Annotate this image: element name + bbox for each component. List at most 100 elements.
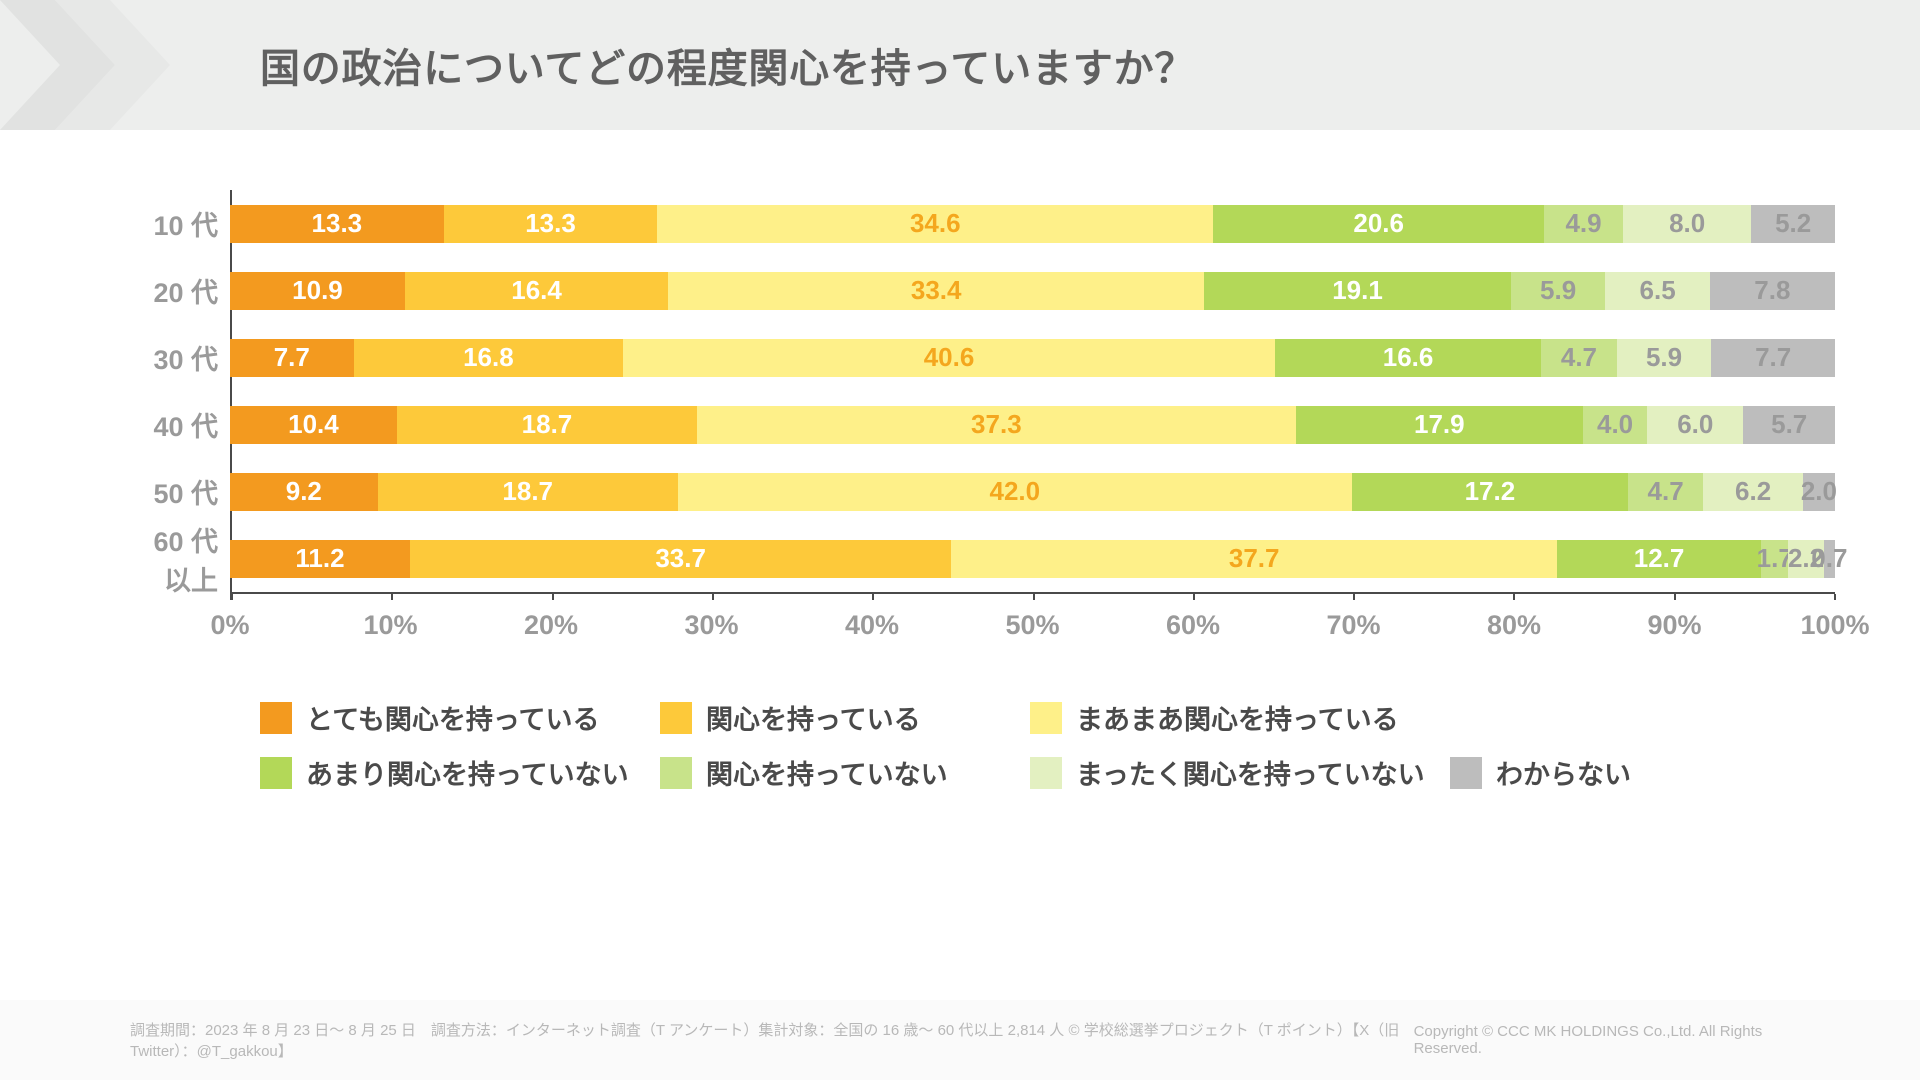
bar-segment: 12.7	[1557, 540, 1761, 578]
bar-track: 9.218.742.017.24.76.22.0	[230, 473, 1835, 511]
footer-left: 調査期間：2023 年 8 月 23 日～ 8 月 25 日 調査方法：インター…	[130, 1019, 1414, 1061]
tick-label: 0%	[210, 610, 249, 641]
chart-row: 60 代以上11.233.737.712.71.72.20.7	[130, 525, 1835, 592]
legend: とても関心を持っている 関心を持っている まあまあ関心を持っているあまり関心を持って…	[260, 690, 1740, 800]
bar-segment: 37.7	[951, 540, 1557, 578]
bar-segment: 6.2	[1703, 473, 1803, 511]
legend-label: あまり関心を持っていない	[306, 753, 629, 792]
bar-segment: 4.0	[1583, 406, 1647, 444]
page-title: 国の政治についてどの程度関心を持っていますか？	[260, 36, 1195, 94]
bar-segment: 17.2	[1352, 473, 1628, 511]
tick-label: 80%	[1487, 610, 1541, 641]
chart-row: 10 代13.313.334.620.64.98.05.2	[130, 190, 1835, 257]
bar-segment: 42.0	[678, 473, 1352, 511]
bar-segment: 16.8	[354, 339, 624, 377]
legend-label: とても関心を持っている	[306, 698, 600, 737]
legend-row: あまり関心を持っていない 関心を持っていない まったく関心を持っていない わからない	[260, 745, 1740, 800]
tick-label: 90%	[1647, 610, 1701, 641]
bar-track: 11.233.737.712.71.72.20.7	[230, 540, 1835, 578]
bar-segment: 20.6	[1213, 205, 1544, 243]
legend-swatch	[660, 757, 692, 789]
legend-item: わからない	[1450, 753, 1710, 792]
bar-segment: 6.0	[1647, 406, 1743, 444]
bar-segment: 37.3	[697, 406, 1296, 444]
category-label: 10 代	[130, 204, 230, 243]
bar-segment: 5.9	[1511, 272, 1606, 310]
legend-label: まったく関心を持っていない	[1076, 753, 1425, 792]
tick-label: 20%	[524, 610, 578, 641]
legend-label: わからない	[1496, 753, 1631, 792]
bar-segment: 4.9	[1544, 205, 1623, 243]
bar-segment: 5.2	[1751, 205, 1835, 243]
bar-segment: 4.7	[1541, 339, 1616, 377]
bar-segment: 0.7	[1824, 540, 1835, 578]
legend-swatch	[660, 702, 692, 734]
category-label: 50 代	[130, 472, 230, 511]
bar-segment: 9.2	[230, 473, 378, 511]
tick-label: 100%	[1800, 610, 1869, 641]
y-axis	[230, 190, 232, 592]
bar-segment: 8.0	[1623, 205, 1752, 243]
bar-segment: 7.7	[1711, 339, 1835, 377]
tick-label: 40%	[845, 610, 899, 641]
chevron-decoration	[0, 0, 200, 130]
bar-segment: 1.7	[1761, 540, 1788, 578]
category-label: 60 代以上	[130, 520, 230, 598]
legend-swatch	[260, 757, 292, 789]
bar-segment: 10.4	[230, 406, 397, 444]
legend-swatch	[1030, 757, 1062, 789]
bar-segment: 16.4	[405, 272, 668, 310]
bar-segment: 33.4	[668, 272, 1204, 310]
footer-right: Copyright © CCC MK HOLDINGS Co.,Ltd. All…	[1414, 1023, 1790, 1057]
tick-label: 60%	[1166, 610, 1220, 641]
tick-label: 30%	[684, 610, 738, 641]
tick-label: 50%	[1005, 610, 1059, 641]
bar-segment: 40.6	[623, 339, 1275, 377]
legend-item: 関心を持っていない	[660, 753, 1030, 792]
bar-track: 10.916.433.419.15.96.57.8	[230, 272, 1835, 310]
bar-segment: 17.9	[1296, 406, 1583, 444]
legend-swatch	[1450, 757, 1482, 789]
legend-item: まあまあ関心を持っている	[1030, 698, 1450, 737]
category-label: 20 代	[130, 271, 230, 310]
bar-segment: 13.3	[230, 205, 444, 243]
bar-segment: 7.7	[230, 339, 354, 377]
category-label: 40 代	[130, 405, 230, 444]
legend-item: 関心を持っている	[660, 698, 1030, 737]
bar-segment: 2.0	[1803, 473, 1835, 511]
chart-row: 40 代10.418.737.317.94.06.05.7	[130, 391, 1835, 458]
bar-segment: 4.7	[1628, 473, 1703, 511]
category-label: 30 代	[130, 338, 230, 377]
bar-segment: 13.3	[444, 205, 658, 243]
legend-item: まったく関心を持っていない	[1030, 753, 1450, 792]
bar-segment: 5.7	[1743, 406, 1834, 444]
bar-segment: 7.8	[1710, 272, 1835, 310]
tick-label: 70%	[1326, 610, 1380, 641]
legend-item: あまり関心を持っていない	[260, 753, 660, 792]
legend-item: とても関心を持っている	[260, 698, 660, 737]
header: 国の政治についてどの程度関心を持っていますか？	[0, 0, 1920, 130]
stacked-bar-chart: 10 代13.313.334.620.64.98.05.220 代10.916.…	[130, 190, 1835, 640]
bar-segment: 18.7	[378, 473, 678, 511]
bar-segment: 5.9	[1617, 339, 1712, 377]
bar-segment: 16.6	[1275, 339, 1541, 377]
legend-label: 関心を持っている	[706, 698, 921, 737]
chart-row: 50 代9.218.742.017.24.76.22.0	[130, 458, 1835, 525]
legend-row: とても関心を持っている 関心を持っている まあまあ関心を持っている	[260, 690, 1740, 745]
chart-row: 30 代7.716.840.616.64.75.97.7	[130, 324, 1835, 391]
bar-track: 10.418.737.317.94.06.05.7	[230, 406, 1835, 444]
legend-swatch	[1030, 702, 1062, 734]
legend-label: まあまあ関心を持っている	[1076, 698, 1399, 737]
bar-segment: 10.9	[230, 272, 405, 310]
bar-segment: 18.7	[397, 406, 697, 444]
bar-segment: 34.6	[657, 205, 1213, 243]
legend-swatch	[260, 702, 292, 734]
bar-segment: 6.5	[1605, 272, 1709, 310]
legend-label: 関心を持っていない	[706, 753, 948, 792]
bar-segment: 19.1	[1204, 272, 1511, 310]
bar-track: 13.313.334.620.64.98.05.2	[230, 205, 1835, 243]
footer: 調査期間：2023 年 8 月 23 日～ 8 月 25 日 調査方法：インター…	[0, 1000, 1920, 1080]
x-axis-labels: 0%10%20%30%40%50%60%70%80%90%100%	[230, 600, 1835, 640]
chart-row: 20 代10.916.433.419.15.96.57.8	[130, 257, 1835, 324]
bar-track: 7.716.840.616.64.75.97.7	[230, 339, 1835, 377]
